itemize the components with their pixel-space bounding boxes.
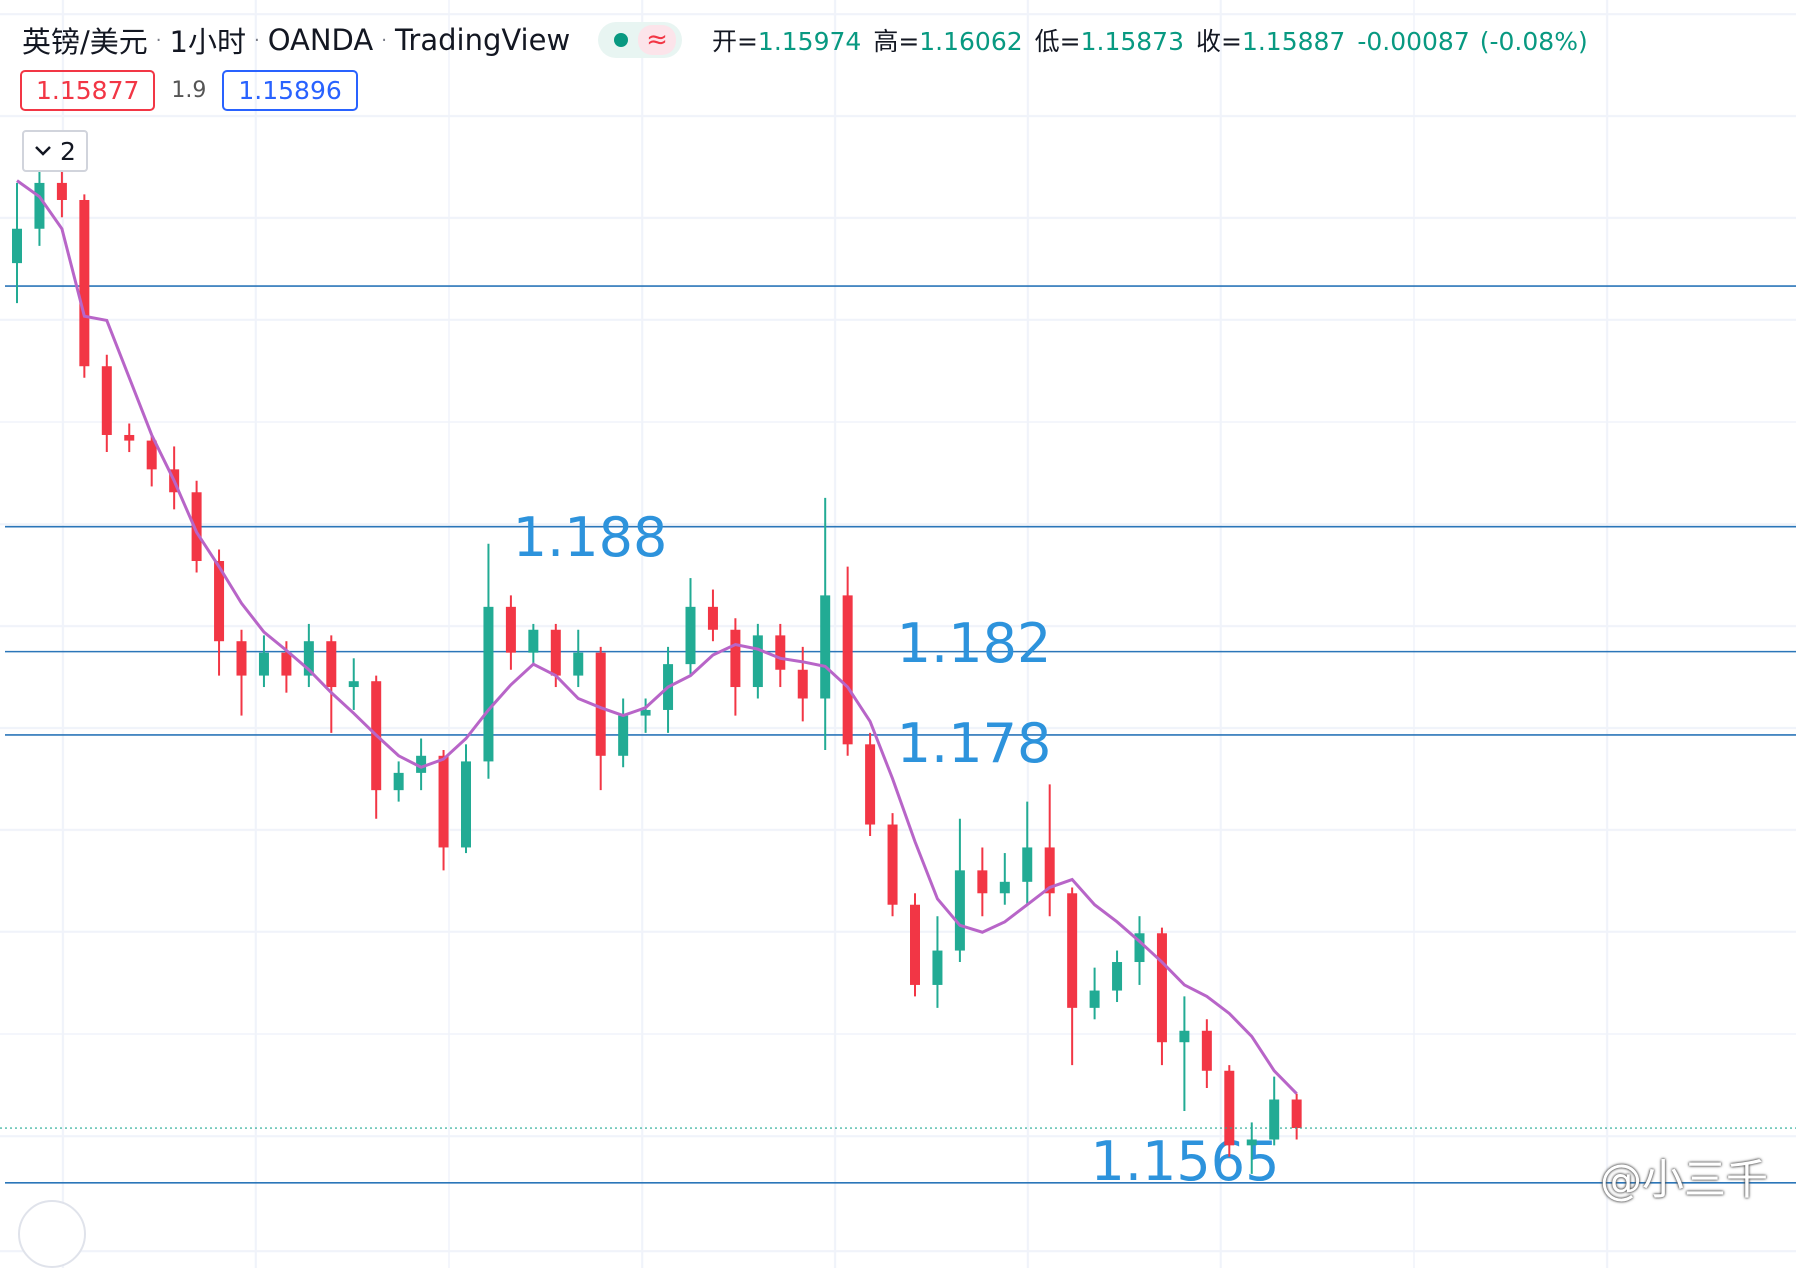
candle-body (999, 881, 1010, 894)
candle-body (12, 228, 22, 264)
candle-body (730, 629, 741, 688)
candle-body (303, 641, 314, 676)
candle-body (326, 641, 337, 688)
candle-body (595, 652, 606, 756)
quote: 1.15877 1.9 1.15896 (20, 70, 358, 111)
candle-body (842, 595, 853, 745)
candle-body (977, 870, 988, 894)
candle-body (1112, 962, 1123, 991)
ask-button[interactable]: 1.15896 (222, 70, 358, 111)
candle-body (146, 440, 157, 470)
candle-body (1022, 847, 1033, 882)
change-pct: (-0.08%) (1479, 27, 1588, 56)
candle-body (461, 761, 471, 848)
candle-body (79, 199, 90, 367)
candle-body (1089, 990, 1100, 1008)
candle-body (1044, 847, 1055, 894)
spread: 1.9 (171, 78, 207, 103)
candle-body (640, 709, 651, 716)
candle-body (438, 755, 449, 848)
chevron (35, 146, 51, 156)
candle-body (1201, 1030, 1212, 1071)
candle-body (910, 904, 920, 985)
separator: · (155, 29, 162, 51)
level-label: 1.188 (513, 506, 668, 569)
separator: · (253, 29, 260, 51)
candle-body (1134, 933, 1145, 963)
indicator-toggle[interactable]: 2 (22, 130, 88, 172)
status-dot (614, 33, 629, 47)
candle-body (820, 595, 831, 699)
candle-body (101, 366, 112, 435)
ohlc-key: 收= (1196, 27, 1242, 56)
candle-body (56, 182, 67, 200)
candle-body (887, 824, 898, 905)
candle-body (483, 606, 494, 762)
candle-body (707, 606, 718, 630)
separator: · (381, 29, 387, 51)
candle-body (416, 755, 427, 773)
candle-body (775, 635, 786, 670)
header: 英镑/美元 · 1小时 · OANDA · TradingView ≈ 开=1.… (22, 20, 1598, 60)
candle-body (34, 182, 45, 229)
level-label: 1.178 (897, 712, 1052, 775)
ohlc-key: 低= (1034, 27, 1081, 56)
candle-body (685, 606, 696, 665)
ohlc-value: 1.15887 (1241, 27, 1346, 56)
ohlc-value: 1.15974 (757, 27, 862, 56)
candle-body (752, 635, 763, 688)
interval[interactable]: 1小时 (169, 25, 246, 59)
bid-button[interactable]: 1.15877 (20, 70, 156, 111)
indicator-count: 2 (60, 136, 76, 166)
ohlc-value: 1.15873 (1080, 27, 1184, 56)
candle-body (954, 870, 965, 951)
candle-body (1269, 1099, 1280, 1140)
approx-icon: ≈ (638, 25, 676, 55)
candle-body (348, 681, 359, 688)
candle-body (393, 772, 404, 791)
ohlc: 开=1.15974 高=1.16062 低=1.15873 收=1.15887 -0.0… (712, 22, 1598, 58)
candle-body (1067, 893, 1078, 1008)
candle-body (1246, 1139, 1257, 1146)
candle-body (550, 629, 561, 676)
platform: TradingView (394, 23, 571, 57)
candle-body (1156, 933, 1167, 1043)
change: -0.00087 (1357, 27, 1470, 56)
candle-body (618, 715, 629, 756)
ohlc-key: 高= (873, 27, 920, 56)
level-label: 1.182 (897, 612, 1052, 675)
tv-logo[interactable] (18, 1200, 86, 1268)
candle-body (236, 641, 247, 676)
status-pill[interactable]: ≈ (598, 22, 682, 58)
candle-body (505, 606, 516, 653)
candle-body (573, 652, 584, 676)
candle-body (1291, 1099, 1302, 1129)
ohlc-value: 1.16062 (919, 27, 1023, 56)
candle-body (214, 561, 225, 642)
candle-body (258, 652, 269, 676)
moving-average (16, 179, 1298, 1095)
symbol[interactable]: 英镑/美元 (22, 25, 148, 59)
exchange: OANDA (267, 23, 374, 57)
candle-body (932, 950, 943, 985)
candle-body (797, 669, 808, 699)
candle-body (865, 744, 876, 825)
candle-body (1224, 1070, 1235, 1146)
candle-body (1179, 1030, 1190, 1043)
candle-body (528, 629, 539, 653)
candle-body (281, 652, 292, 676)
candle-body (124, 434, 135, 441)
candle-body (191, 492, 202, 562)
watermark: @小三千 (1600, 1155, 1769, 1204)
ohlc-key: 开= (711, 27, 758, 56)
